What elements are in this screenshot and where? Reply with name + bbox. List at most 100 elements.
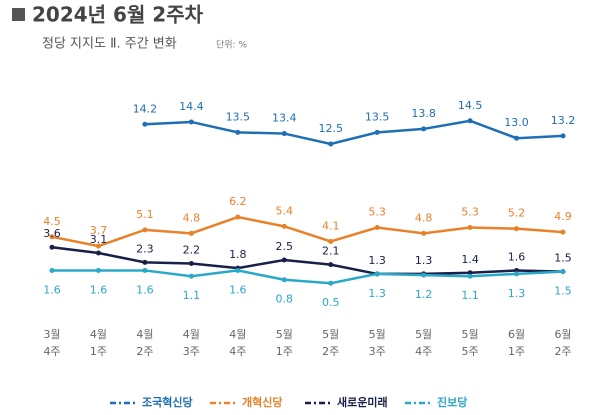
point	[514, 226, 520, 232]
data-label: 1.4	[461, 253, 479, 266]
data-label: 13.0	[504, 116, 529, 129]
point	[421, 230, 427, 236]
data-label: 13.5	[226, 110, 251, 123]
data-label: 1.1	[183, 289, 201, 302]
x-tick-label: 4월	[90, 328, 107, 341]
unit-note: 단위: %	[216, 40, 247, 51]
data-label: 2.1	[322, 245, 340, 258]
x-tick-label: 5월	[322, 328, 339, 341]
point	[374, 225, 380, 231]
point	[328, 238, 334, 244]
legend-label: 새로운미래	[337, 395, 388, 409]
data-label: 5.1	[136, 208, 154, 221]
point	[467, 118, 473, 124]
point	[281, 277, 287, 283]
point	[328, 262, 334, 268]
x-tick-label: 1주	[276, 345, 293, 358]
data-label: 2.2	[183, 243, 201, 256]
point	[560, 269, 566, 275]
point	[142, 267, 148, 273]
x-tick-label: 5월	[462, 328, 479, 341]
point	[374, 271, 380, 277]
point	[142, 227, 148, 233]
data-label: 14.5	[458, 99, 483, 112]
data-label: 1.3	[368, 254, 386, 267]
series-line	[51, 215, 564, 248]
data-label: 3.1	[90, 233, 108, 246]
data-label: 3.6	[43, 227, 61, 240]
data-label: 1.2	[415, 288, 433, 301]
chart-subtitle: 정당 지지도 Ⅱ. 주간 변화	[42, 37, 177, 52]
data-label: 1.6	[229, 283, 247, 296]
x-tick-label: 1주	[508, 345, 525, 358]
x-tick-label: 5월	[369, 328, 386, 341]
point	[374, 129, 380, 135]
point	[188, 260, 194, 266]
data-label: 1.6	[136, 283, 154, 296]
data-label: 5.3	[368, 206, 386, 219]
legend-label: 개혁신당	[242, 395, 282, 409]
series-line	[52, 269, 564, 285]
point	[560, 133, 566, 139]
point	[49, 244, 55, 250]
point	[514, 135, 520, 141]
data-label: 1.5	[554, 252, 572, 265]
data-label: 12.5	[318, 122, 343, 135]
chart-title: 2024년 6월 2주차	[32, 3, 204, 27]
point	[467, 270, 473, 276]
point	[235, 214, 241, 220]
x-tick-label: 2주	[136, 345, 153, 358]
point	[49, 267, 55, 273]
point	[95, 243, 101, 249]
point	[95, 250, 101, 256]
data-label: 4.9	[554, 210, 572, 223]
data-label: 14.2	[133, 102, 158, 115]
x-tick-label: 3주	[369, 345, 386, 358]
data-label: 13.5	[365, 110, 390, 123]
x-tick-label: 6월	[508, 328, 525, 341]
data-label: 0.5	[322, 296, 340, 309]
point	[514, 271, 520, 277]
point	[49, 234, 55, 240]
data-label: 4.5	[43, 215, 61, 228]
point	[421, 126, 427, 132]
point	[142, 259, 148, 265]
point	[514, 267, 520, 273]
data-label: 13.8	[411, 107, 436, 120]
point	[95, 267, 101, 273]
point	[421, 272, 427, 278]
x-tick-label: 5월	[415, 328, 432, 341]
x-tick-label: 4월	[136, 328, 153, 341]
x-tick-label: 2주	[554, 345, 571, 358]
x-tick-label: 5주	[462, 345, 479, 358]
point	[188, 230, 194, 236]
x-tick-label: 2주	[322, 345, 339, 358]
data-label: 1.6	[43, 283, 61, 296]
point	[142, 121, 148, 127]
data-label: 4.1	[322, 219, 340, 232]
data-label: 3.7	[90, 224, 108, 237]
x-tick-label: 6월	[554, 328, 571, 341]
x-tick-label: 5월	[276, 328, 293, 341]
x-tick-label: 4주	[43, 345, 60, 358]
point	[235, 129, 241, 135]
x-tick-label: 1주	[90, 345, 107, 358]
point	[235, 267, 241, 273]
series-line	[144, 119, 564, 146]
series-line	[51, 245, 564, 276]
point	[188, 119, 194, 125]
data-label: 1.1	[461, 289, 479, 302]
point	[281, 131, 287, 137]
data-label: 13.4	[272, 112, 297, 125]
data-label: 5.2	[508, 207, 526, 220]
x-tick-label: 4주	[229, 345, 246, 358]
data-label: 1.3	[508, 287, 526, 300]
data-label: 2.5	[276, 240, 294, 253]
x-tick-label: 3주	[183, 345, 200, 358]
data-label: 2.3	[136, 242, 154, 255]
data-label: 5.4	[276, 204, 294, 217]
title-marker	[12, 8, 25, 21]
data-label: 6.2	[229, 195, 247, 208]
